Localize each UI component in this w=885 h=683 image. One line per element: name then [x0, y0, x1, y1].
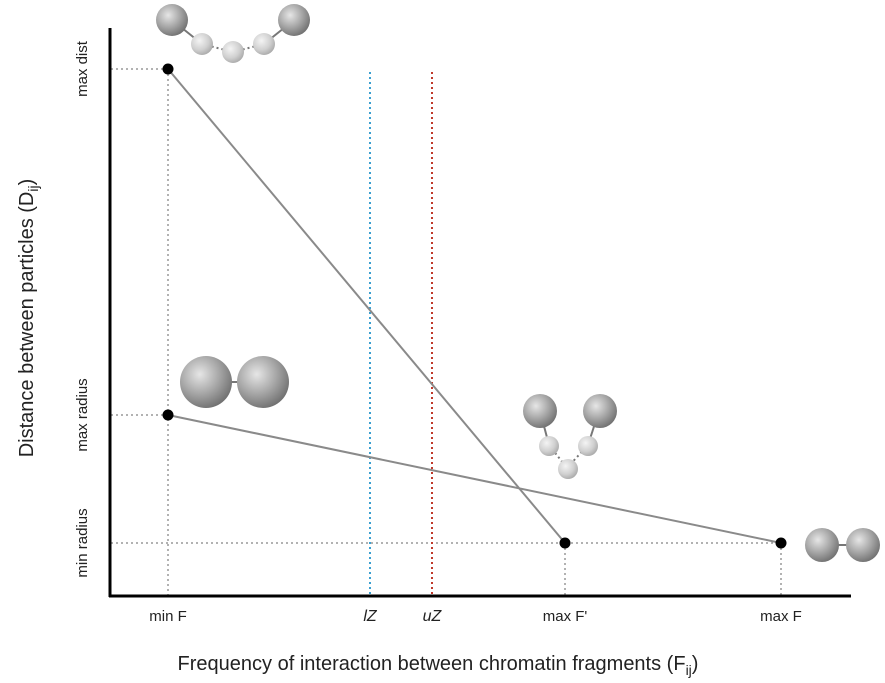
point-maxf-minradius: [775, 537, 787, 549]
y-axis-title-close: ): [16, 179, 38, 186]
y-tick-min-radius: min radius: [74, 508, 91, 577]
extended-chain-illustration: [156, 4, 310, 63]
point-minf-maxdist: [162, 63, 174, 75]
x-tick-lz: lZ: [363, 608, 378, 625]
x-tick-min-f: min F: [149, 608, 187, 625]
y-axis-title: Distance between particles (Dij): [16, 179, 41, 458]
series-line-2: [167, 414, 782, 544]
point-minf-maxradius: [162, 409, 174, 421]
x-axis-title: Frequency of interaction between chromat…: [178, 653, 699, 678]
y-axis-title-sub: ij: [25, 185, 41, 191]
series-line-1: [167, 68, 566, 544]
x-tick-max-f: max F: [760, 608, 802, 625]
point-maxfprime-minradius: [559, 537, 571, 549]
x-tick-uz: uZ: [423, 608, 443, 625]
large-spheres-illustration: [180, 356, 289, 408]
y-tick-max-dist: max dist: [74, 40, 91, 97]
y-tick-max-radius: max radius: [74, 378, 91, 451]
x-tick-max-f-prime: max F': [543, 608, 588, 625]
axes: [108, 28, 851, 598]
x-axis-title-close: ): [692, 653, 699, 675]
y-axis-title-main: Distance between particles (D: [16, 192, 38, 458]
folded-chain-illustration: [523, 394, 617, 479]
x-axis-title-main: Frequency of interaction between chromat…: [178, 653, 686, 675]
guide-lines: [111, 68, 782, 596]
touching-spheres-illustration: [805, 528, 880, 562]
x-axis-title-sub: ij: [686, 662, 692, 678]
